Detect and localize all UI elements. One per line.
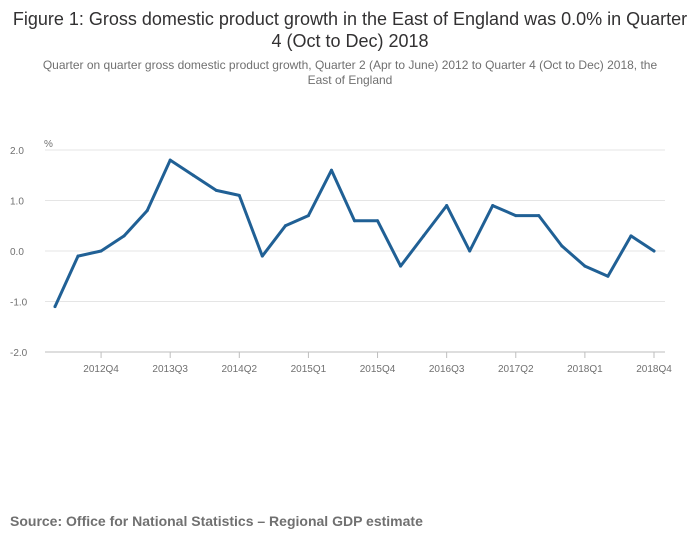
data-point[interactable] <box>191 173 195 177</box>
data-point[interactable] <box>306 214 310 218</box>
data-point[interactable] <box>560 244 564 248</box>
y-tick-label: 1.0 <box>10 197 24 208</box>
data-point[interactable] <box>491 204 495 208</box>
gridlines <box>45 149 665 353</box>
x-tick-label: 2012Q4 <box>83 364 119 375</box>
data-point[interactable] <box>329 168 333 172</box>
data-point[interactable] <box>168 158 172 162</box>
x-tick-label: 2015Q1 <box>291 364 327 375</box>
data-point[interactable] <box>583 264 587 268</box>
y-axis-label: % <box>44 139 53 150</box>
data-point[interactable] <box>214 188 218 192</box>
data-point[interactable] <box>237 193 241 197</box>
data-point[interactable] <box>353 219 356 223</box>
data-point[interactable] <box>260 254 264 258</box>
data-point[interactable] <box>399 264 403 268</box>
data-point[interactable] <box>445 204 449 208</box>
data-point[interactable] <box>99 249 103 253</box>
data-point[interactable] <box>283 224 287 228</box>
x-tick-label: 2018Q1 <box>567 364 603 375</box>
x-tick-label: 2016Q3 <box>429 364 465 375</box>
y-tick-label: -2.0 <box>10 348 28 359</box>
data-point[interactable] <box>514 214 518 218</box>
data-point[interactable] <box>53 305 57 309</box>
data-point[interactable] <box>629 234 633 238</box>
chart-title: Figure 1: Gross domestic product growth … <box>12 9 688 51</box>
data-point[interactable] <box>122 234 126 238</box>
x-tick-label: 2017Q2 <box>498 364 534 375</box>
series-line <box>53 158 656 309</box>
data-point[interactable] <box>652 249 656 253</box>
source-note: Source: Office for National Statistics –… <box>10 513 423 529</box>
series-layer <box>53 158 656 309</box>
chart-subtitle: Quarter on quarter gross domestic produc… <box>42 58 658 87</box>
data-point[interactable] <box>376 219 380 223</box>
y-tick-label: -1.0 <box>10 298 28 309</box>
data-point[interactable] <box>422 234 426 238</box>
data-point[interactable] <box>537 214 541 218</box>
data-point[interactable] <box>145 209 149 213</box>
y-tick-label: 2.0 <box>10 146 24 157</box>
y-tick-label: 0.0 <box>10 247 24 258</box>
data-point[interactable] <box>76 254 80 258</box>
data-point[interactable] <box>468 249 472 253</box>
axes: 2.0 1.0 0.0 -1.0 -2.0 2012Q4 2013Q3 2014Q2 2015Q… <box>10 146 672 375</box>
x-tick-label: 2018Q4 <box>636 364 672 375</box>
x-tick-label: 2015Q4 <box>360 364 396 375</box>
x-tick-label: 2014Q2 <box>222 364 258 375</box>
x-tick-label: 2013Q3 <box>152 364 188 375</box>
data-point[interactable] <box>606 274 610 278</box>
